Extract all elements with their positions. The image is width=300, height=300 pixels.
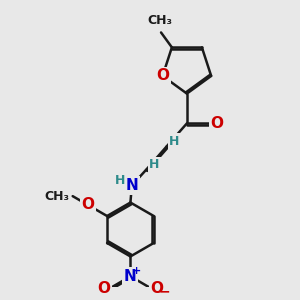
Text: −: −: [159, 284, 170, 298]
Text: H: H: [169, 135, 180, 148]
Text: O: O: [156, 68, 169, 83]
Text: N: N: [124, 269, 137, 284]
Text: +: +: [132, 266, 141, 276]
Text: H: H: [115, 174, 125, 187]
Text: N: N: [125, 178, 138, 193]
Text: O: O: [81, 197, 94, 212]
Text: CH₃: CH₃: [45, 190, 70, 203]
Text: CH₃: CH₃: [147, 14, 172, 27]
Text: O: O: [151, 281, 164, 296]
Text: O: O: [97, 281, 110, 296]
Text: H: H: [149, 158, 160, 171]
Text: O: O: [211, 116, 224, 131]
